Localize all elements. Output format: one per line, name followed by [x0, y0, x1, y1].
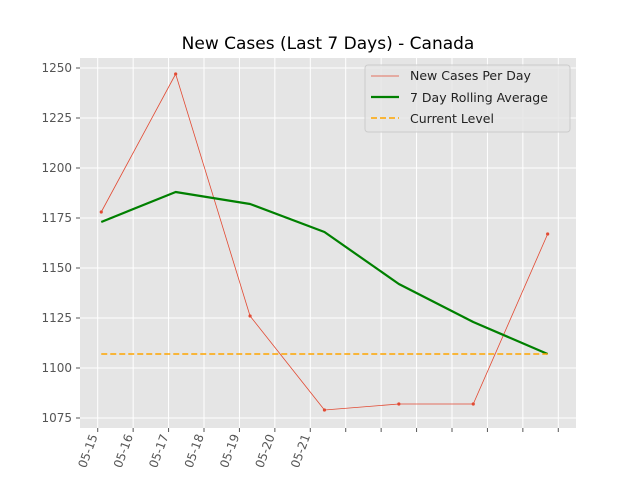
rolling-average-line [100, 190, 549, 356]
legend-label-new-cases: New Cases Per Day [410, 68, 531, 83]
legend-label-current-level: Current Level [410, 111, 494, 126]
legend-label-rolling-average: 7 Day Rolling Average [410, 90, 548, 105]
new-cases-point [397, 402, 401, 406]
new-cases-point [322, 408, 327, 412]
x-tick-label: 05-16 [111, 432, 136, 470]
new-cases-point [248, 314, 252, 318]
y-tick-label: 1075 [41, 411, 72, 425]
y-tick-label: 1175 [41, 211, 72, 225]
new-cases-point [174, 72, 178, 76]
x-tick-label: 05-19 [217, 432, 242, 470]
y-tick-label: 1200 [41, 161, 72, 175]
x-tick-label: 05-15 [75, 432, 100, 470]
legend-box [364, 64, 571, 133]
x-tick-label: 05-20 [253, 432, 278, 470]
x-axis: 05-15 05-16 05-17 05-18 05-19 05-20 05-21 [75, 428, 559, 470]
new-cases-point [471, 402, 475, 406]
x-tick-label: 05-17 [146, 432, 171, 470]
x-tick-label: 05-21 [288, 432, 313, 470]
y-tick-label: 1125 [41, 311, 72, 325]
x-tick-label: 05-18 [182, 432, 207, 470]
y-tick-label: 1100 [41, 361, 72, 375]
grid [80, 58, 576, 428]
y-tick-label: 1150 [41, 261, 72, 275]
y-tick-label: 1225 [41, 111, 72, 125]
chart-title: New Cases (Last 7 Days) - Canada [182, 34, 475, 54]
series-layer [99, 72, 550, 412]
new-cases-point [546, 232, 550, 236]
legend: New Cases Per Day 7 Day Rolling Average … [364, 64, 571, 133]
y-tick-label: 1250 [41, 61, 72, 75]
new-cases-point [99, 210, 103, 214]
y-axis: 1075 1100 1125 1150 1175 1200 1225 1250 [41, 61, 80, 425]
